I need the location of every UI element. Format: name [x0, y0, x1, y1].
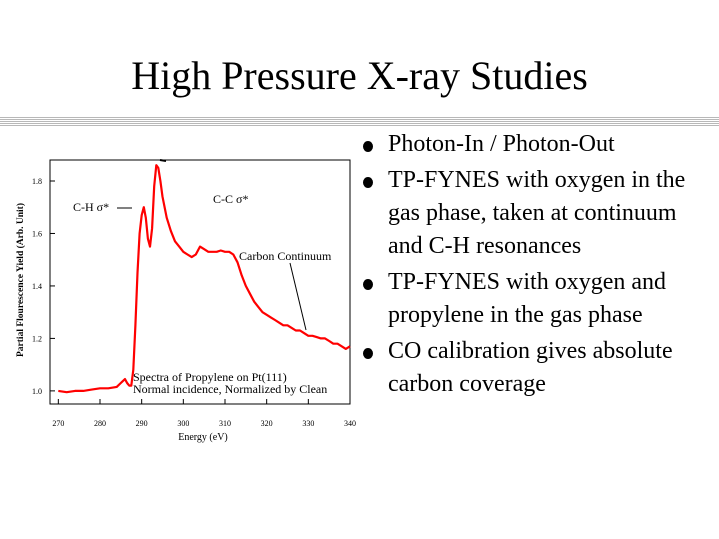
x-tick-label: 340 — [344, 419, 356, 428]
title-divider — [0, 117, 719, 127]
x-tick-label: 270 — [52, 419, 64, 428]
x-tick-label: 310 — [219, 419, 231, 428]
slide-title: High Pressure X-ray Studies — [131, 53, 588, 98]
bullet-item: TP-FYNES with oxygen in the gas phase, t… — [358, 164, 713, 263]
y-tick-label: 1.6 — [32, 229, 42, 238]
x-tick-label: 320 — [261, 419, 273, 428]
annotation-carbon-continuum: Carbon Continuum — [239, 249, 332, 263]
bullet-item: TP-FYNES with oxygen and propylene in th… — [358, 266, 713, 332]
annotation-spectra-title: Spectra of Propylene on Pt(111) — [133, 370, 287, 384]
x-tick-label: 300 — [177, 419, 189, 428]
x-tick-label: 330 — [302, 419, 314, 428]
bullet-dot-icon — [363, 279, 373, 290]
bullet-text: CO calibration gives absolute carbon cov… — [388, 338, 673, 397]
bullet-list: Photon-In / Photon-Out TP-FYNES with oxy… — [358, 128, 713, 404]
x-axis-label: Energy (eV) — [178, 432, 228, 443]
bullet-text: TP-FYNES with oxygen in the gas phase, t… — [388, 167, 686, 259]
plot-frame — [49, 159, 351, 405]
bullet-dot-icon — [363, 141, 373, 152]
bullet-item: Photon-In / Photon-Out — [358, 128, 713, 161]
y-axis-label: Partial Flourescence Yield (Arb. Unit) — [15, 203, 26, 357]
x-tick-label: 290 — [136, 419, 148, 428]
annotation-cc-sigma: C-C σ* — [213, 192, 248, 206]
bullet-text: Photon-In / Photon-Out — [388, 131, 615, 157]
spectrum-line — [58, 164, 351, 394]
x-tick-label: 280 — [94, 419, 106, 428]
bullet-item: CO calibration gives absolute carbon cov… — [358, 335, 713, 401]
continuum-pointer-line — [289, 262, 307, 331]
y-tick-label: 1.8 — [32, 177, 42, 186]
spectrum-chart: 1.0 1.2 1.4 1.6 1.8 270 280 290 300 310 320 330 340… — [0, 145, 380, 445]
y-tick-label: 1.2 — [32, 334, 42, 343]
annotation-ch-sigma: C-H σ* — [73, 200, 109, 214]
annotation-normalization: Normal incidence, Normalized by Clean — [133, 382, 327, 396]
peak-marker — [159, 159, 167, 162]
bullet-dot-icon — [363, 348, 373, 359]
y-tick-label: 1.4 — [32, 282, 42, 291]
y-tick-label: 1.0 — [32, 387, 42, 396]
x-axis-ticks: 270 280 290 300 310 320 330 340 — [52, 399, 356, 428]
y-axis-ticks: 1.0 1.2 1.4 1.6 1.8 — [32, 177, 55, 396]
bullet-text: TP-FYNES with oxygen and propylene in th… — [388, 269, 666, 328]
bullet-dot-icon — [363, 177, 373, 188]
chart-svg: 1.0 1.2 1.4 1.6 1.8 270 280 290 300 310 320 330 340… — [15, 159, 356, 443]
